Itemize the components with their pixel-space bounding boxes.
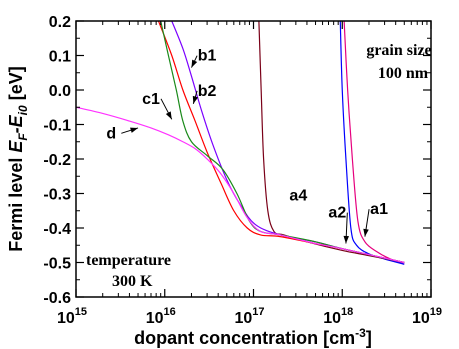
annotations-group: b1 b2 c1 d a4 a2 a1 grain size 100 nm temperature… [86, 42, 432, 290]
curve-arrowhead-c1 [165, 111, 172, 120]
x-tick-label: 1016 [146, 306, 176, 327]
temperature-label: temperature [86, 252, 171, 269]
y-axis-title: Fermi level EF-Ei0 [eV] [6, 66, 30, 251]
curve-label-d: d [106, 125, 116, 142]
curve-label-c1: c1 [142, 91, 160, 108]
x-tick-label: 1018 [323, 306, 353, 327]
y-tick-label: 0.0 [49, 83, 71, 100]
curve-arrowhead-a2 [343, 235, 350, 244]
temperature-value: 300 K [112, 273, 153, 290]
y-tick-label: 0.2 [49, 14, 71, 31]
y-tick-label: -0.6 [43, 290, 71, 307]
series-line-c1 [160, 21, 405, 264]
curves-group [76, 21, 405, 265]
y-tick-label: -0.2 [43, 152, 71, 169]
series-line-a1 [343, 21, 405, 265]
curve-label-a1: a1 [370, 201, 388, 218]
y-tick-label: -0.5 [43, 256, 71, 273]
ticks-group [75, 20, 432, 298]
y-tick-label: -0.3 [43, 187, 71, 204]
y-tick-label: 0.1 [49, 49, 71, 66]
curve-arrowhead-a1 [363, 228, 369, 237]
grain-size-label: grain size [366, 42, 431, 59]
x-axis-title: dopant concentration [cm-3] [134, 326, 372, 348]
y-tick-label: -0.1 [43, 118, 71, 135]
series-line-d [76, 106, 405, 264]
x-tick-label: 1017 [234, 306, 264, 327]
curve-label-a4: a4 [289, 187, 307, 204]
curve-label-a2: a2 [328, 205, 346, 222]
curve-arrowhead-b1 [191, 59, 198, 68]
curve-arrowhead-d [130, 127, 139, 133]
x-tick-label: 1015 [57, 306, 87, 327]
grain-size-value: 100 nm [378, 65, 429, 82]
curve-label-b1: b1 [198, 48, 217, 65]
curve-arrowhead-b2 [192, 95, 199, 104]
y-tick-label: -0.4 [43, 221, 71, 238]
x-tick-label: 1019 [412, 306, 442, 327]
curve-label-b2: b2 [198, 83, 217, 100]
